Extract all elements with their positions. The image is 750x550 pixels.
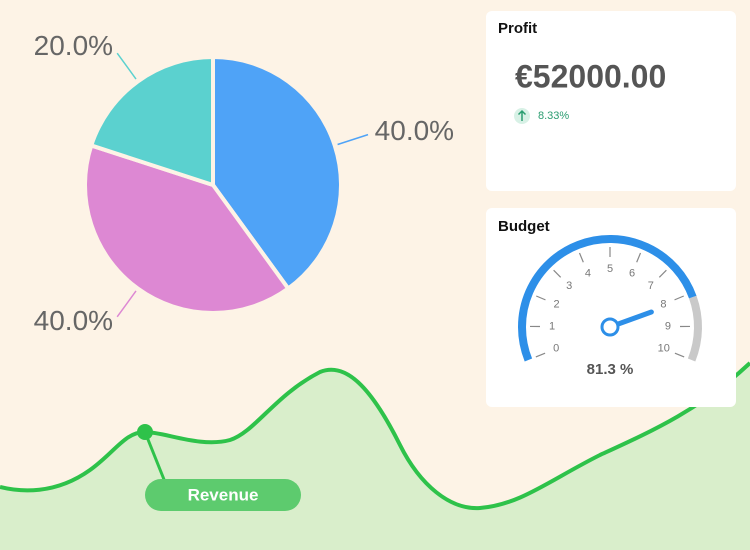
revenue-label: Revenue [188, 485, 259, 504]
gauge-tick [658, 269, 667, 278]
leader-line [337, 133, 369, 146]
profit-value: €52000.00 [515, 58, 666, 94]
pie-label: 40.0% [375, 115, 454, 146]
gauge-tick-label: 7 [648, 280, 654, 292]
gauge-tick [674, 352, 685, 358]
gauge-tick [553, 269, 562, 278]
gauge-track [687, 295, 702, 362]
profit-change: 8.33% [538, 110, 569, 122]
profit-card [486, 11, 736, 191]
pie-label: 20.0% [34, 30, 113, 61]
gauge-tick-label: 3 [566, 280, 572, 292]
leader-line [116, 290, 137, 318]
gauge-tick [636, 252, 642, 263]
gauge-tick-label: 4 [585, 267, 591, 279]
gauge-needle [615, 309, 654, 327]
pie-label: 40.0% [34, 305, 113, 336]
gauge-tick-label: 6 [629, 267, 635, 279]
profit-title: Profit [498, 20, 537, 37]
revenue-line [0, 361, 750, 511]
revenue-badge [145, 479, 301, 511]
pie-chart: 40.0% 40.0% 20.0% [34, 30, 454, 336]
leader-line [116, 52, 137, 80]
pie-slice [88, 54, 215, 188]
revenue-dot [137, 424, 153, 440]
gauge-title: Budget [498, 218, 550, 235]
gauge-hub [600, 317, 620, 337]
gauge-tick-label: 8 [660, 298, 666, 310]
gauge-tick [674, 295, 684, 301]
up-arrow [517, 109, 527, 121]
gauge-tick [535, 352, 546, 358]
revenue-connector [143, 431, 167, 483]
gauge-tick-label: 0 [553, 343, 559, 355]
gauge-tick-label: 1 [549, 321, 555, 333]
gauge-tick [578, 252, 584, 263]
gauge-tick-label: 10 [658, 343, 670, 355]
budget-card [486, 208, 736, 407]
gauge-tick-label: 2 [553, 298, 559, 310]
gauge-arc [518, 235, 697, 362]
gauge-tick-label: 9 [665, 321, 671, 333]
pie-slice [211, 54, 343, 292]
pie-slice [83, 142, 292, 315]
gauge-tick [536, 295, 546, 301]
gauge-value: 81.3 % [587, 361, 634, 378]
gauge-tick-label: 5 [607, 263, 613, 275]
